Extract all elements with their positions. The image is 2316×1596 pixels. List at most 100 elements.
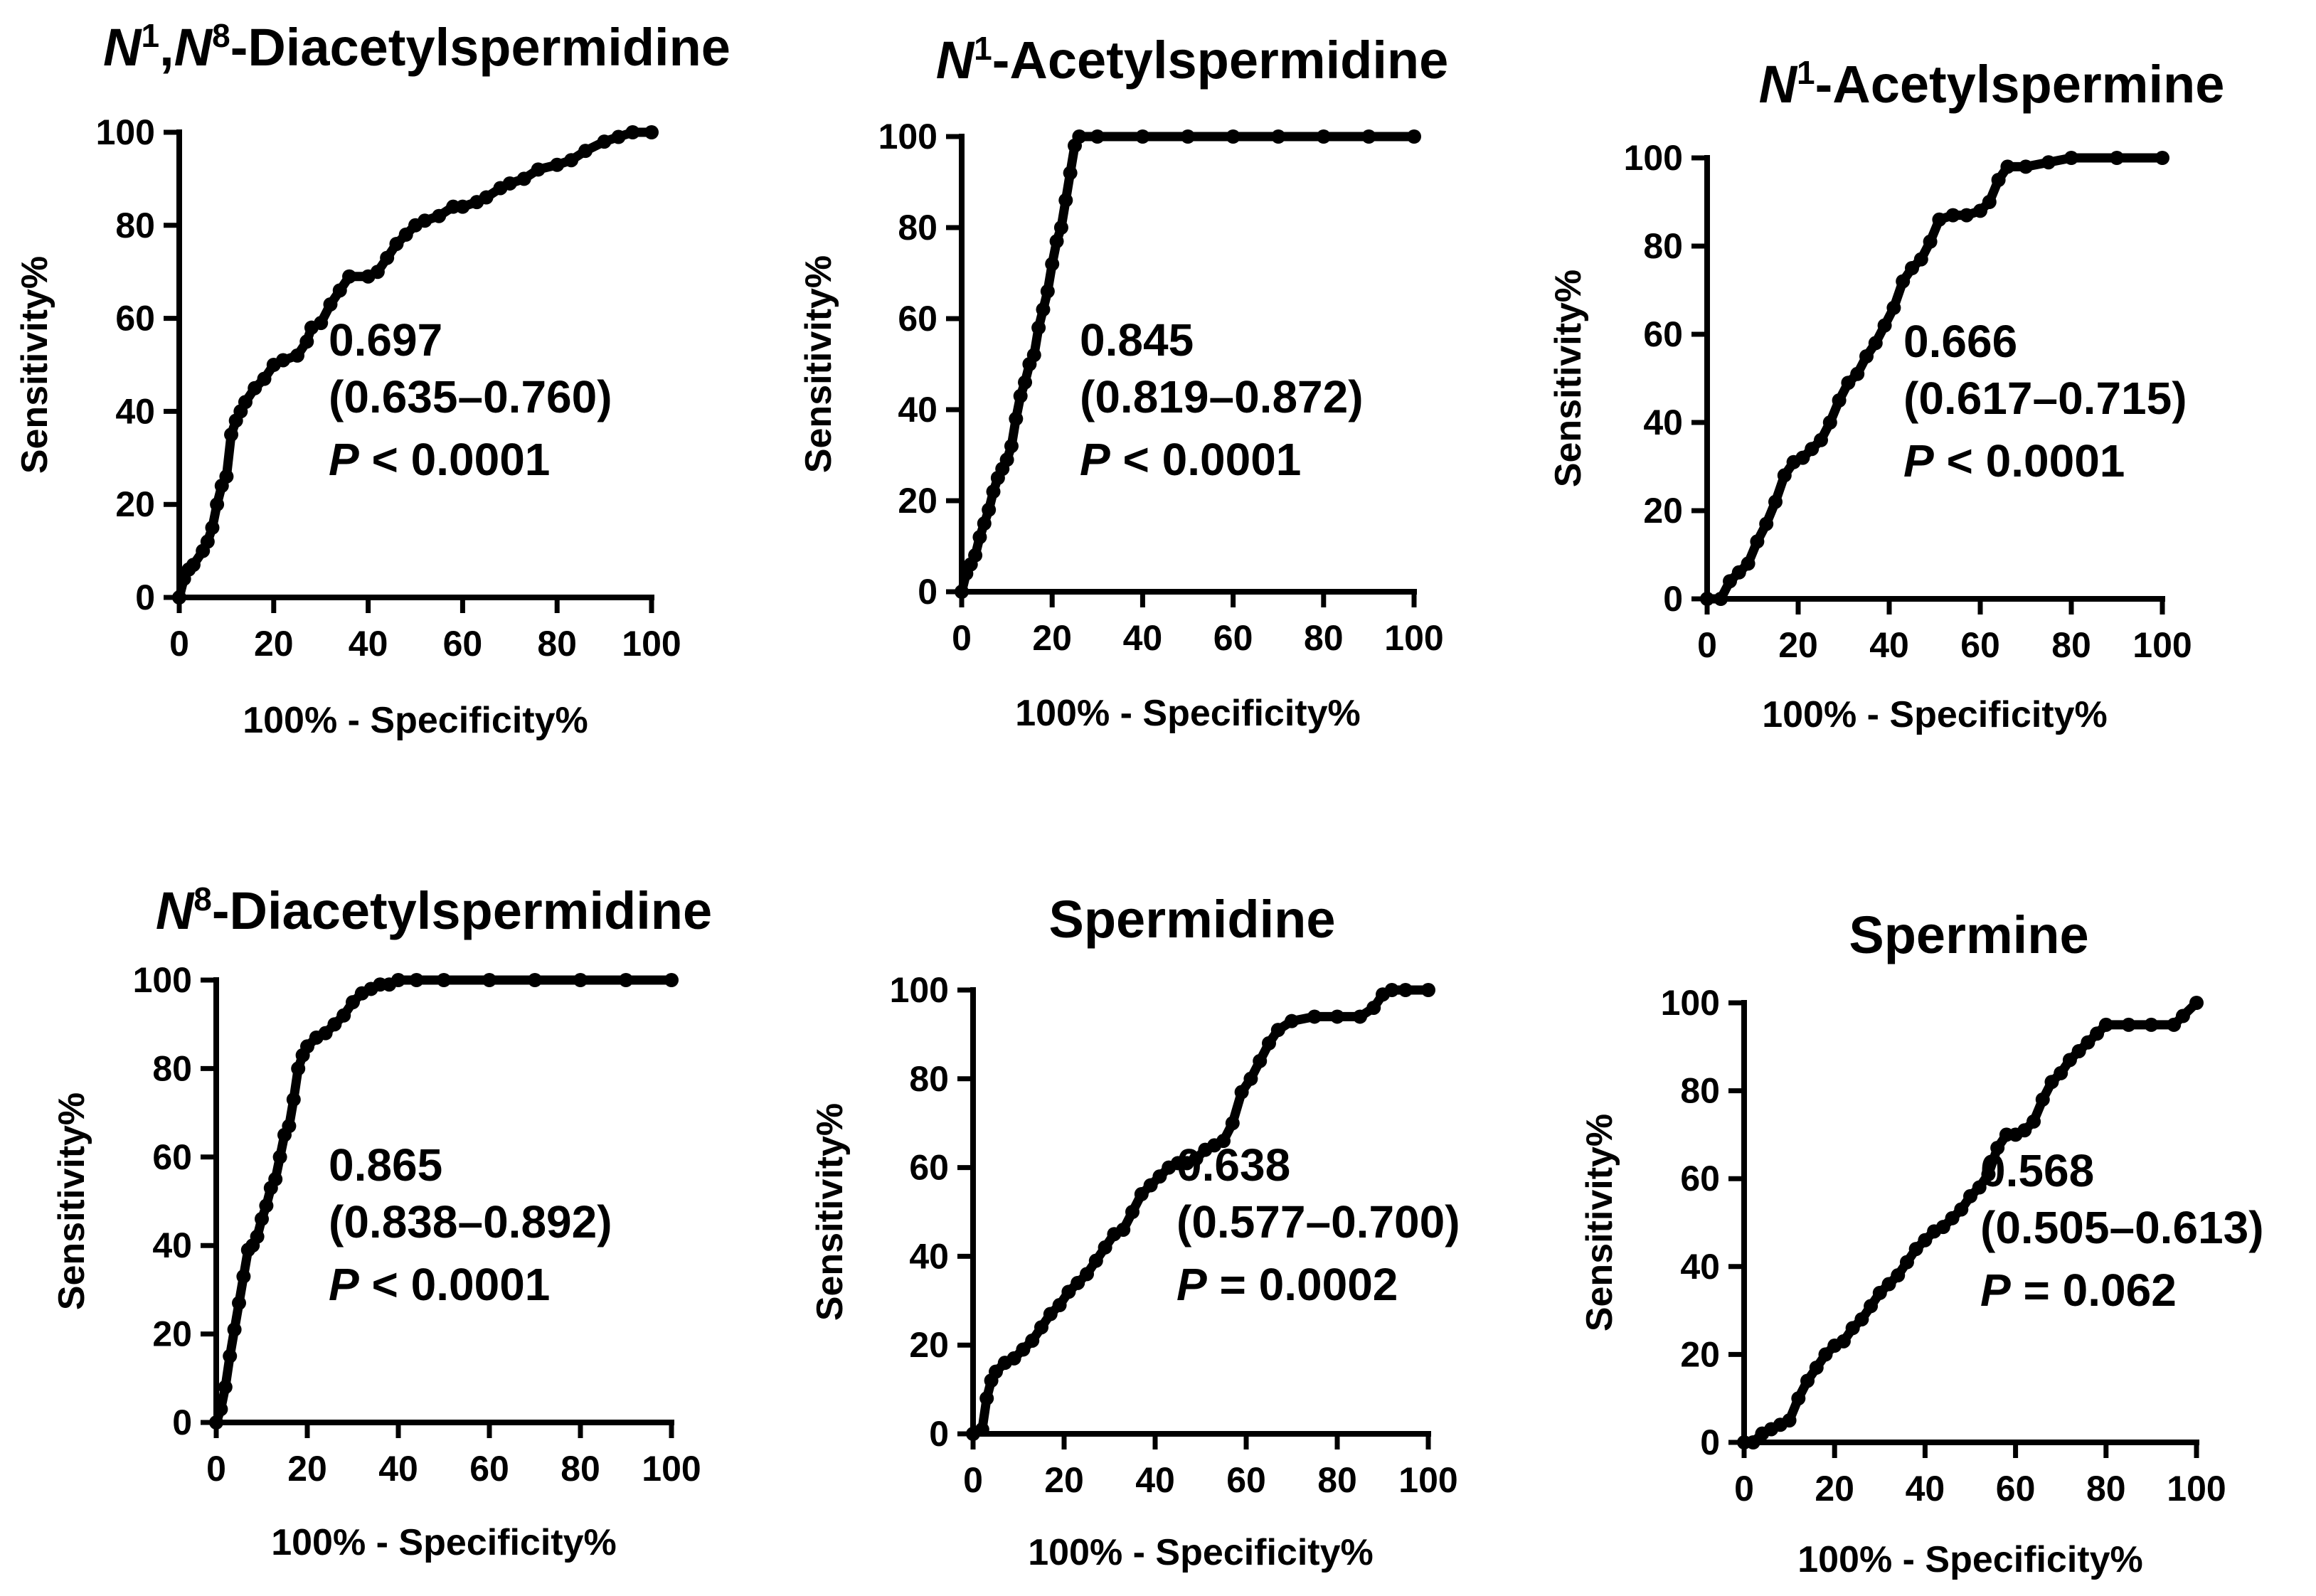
roc-point <box>1189 1151 1204 1166</box>
roc-point <box>625 125 640 139</box>
roc-point <box>323 297 338 312</box>
y-tick-label: 0 <box>172 1403 192 1442</box>
roc-point <box>482 973 496 987</box>
p-value: P = 0.0002 <box>1176 1259 1398 1310</box>
roc-point <box>1040 284 1055 299</box>
roc-point <box>1945 1211 1960 1225</box>
roc-point <box>2044 1075 2059 1090</box>
roc-point <box>300 1039 314 1054</box>
title-part: 1 <box>141 17 159 54</box>
roc-point <box>1135 129 1150 144</box>
roc-point <box>968 548 983 563</box>
y-tick-label: 20 <box>1680 1334 1720 1374</box>
roc-point <box>1034 1320 1048 1335</box>
roc-point <box>1777 468 1792 483</box>
roc-point <box>1896 274 1911 289</box>
roc-point <box>1398 983 1413 997</box>
roc-point <box>1877 318 1892 333</box>
roc-point <box>1061 1284 1076 1299</box>
roc-point <box>455 199 470 214</box>
y-tick-label: 60 <box>1643 314 1683 354</box>
roc-point <box>1795 450 1810 465</box>
roc-point <box>1814 432 1828 447</box>
roc-point <box>1972 1180 1987 1195</box>
roc-point <box>1954 1202 1969 1217</box>
roc-panel-5: Spermidine 0 20 40 60 80 100 0 20 40 60 80 100 100% -… <box>809 890 1460 1573</box>
y-tick-label: 40 <box>898 390 937 430</box>
roc-point <box>2189 996 2204 1010</box>
roc-point <box>1850 366 1865 381</box>
roc-point <box>1225 1116 1240 1131</box>
roc-point <box>380 250 395 265</box>
roc-point <box>1935 1220 1950 1235</box>
roc-point <box>1353 1009 1367 1024</box>
x-tick-label: 80 <box>2051 625 2091 665</box>
roc-point <box>223 1348 238 1363</box>
title-part: N <box>936 31 975 90</box>
x-axis-title: 100% - Specificity% <box>1762 694 2108 735</box>
auc-confidence-interval: (0.838–0.892) <box>329 1196 612 1247</box>
y-tick-label: 100 <box>1624 138 1683 178</box>
title-part: -Acetylspermidine <box>992 31 1449 90</box>
roc-point <box>1307 1009 1322 1024</box>
roc-point <box>1226 129 1241 144</box>
p-label: P <box>1176 1259 1207 1310</box>
x-tick-label: 80 <box>537 624 577 664</box>
chart-title: N1-Acetylspermidine <box>936 30 1449 90</box>
chart-title: N1,N8-Diacetylspermidine <box>103 17 731 77</box>
y-axis-title: Sensitivity% <box>1579 1114 1620 1331</box>
roc-point <box>1990 1140 2005 1155</box>
roc-point <box>550 157 565 172</box>
x-tick-label: 60 <box>1213 618 1253 658</box>
roc-point <box>2054 1065 2068 1080</box>
y-tick-label: 0 <box>1700 1422 1720 1462</box>
roc-point <box>1013 388 1028 403</box>
roc-point <box>1805 442 1820 457</box>
roc-point <box>1854 1312 1869 1326</box>
roc-point <box>1090 129 1105 144</box>
roc-point <box>1181 129 1195 144</box>
roc-point <box>342 269 357 284</box>
roc-point <box>314 316 329 331</box>
roc-point <box>1098 1240 1112 1255</box>
x-tick-label: 100 <box>1398 1460 1457 1500</box>
roc-point <box>1025 1333 1040 1348</box>
roc-point <box>502 176 517 191</box>
title-part: Spermine <box>1849 905 2088 964</box>
y-tick-label: 60 <box>898 299 937 339</box>
title-part: 8 <box>193 881 212 917</box>
roc-point <box>2121 1017 2136 1032</box>
roc-point <box>1330 1009 1344 1024</box>
roc-point <box>516 171 531 186</box>
p-value: P < 0.0001 <box>1080 434 1301 485</box>
roc-point <box>1143 1178 1158 1193</box>
roc-point <box>1234 1085 1249 1100</box>
roc-point <box>982 502 997 517</box>
x-tick-label: 80 <box>2086 1469 2126 1509</box>
roc-point <box>1832 393 1847 408</box>
x-tick-label: 0 <box>206 1449 226 1489</box>
roc-point <box>213 1402 228 1417</box>
p-value-number: < 0.0001 <box>359 1259 551 1310</box>
y-tick-label: 100 <box>890 970 949 1010</box>
roc-point <box>1053 220 1068 235</box>
roc-point <box>1746 1435 1760 1449</box>
roc-point <box>1080 1267 1094 1282</box>
y-axis-title: Sensitivity% <box>1548 270 1589 487</box>
y-axis-title: Sensitivity% <box>798 255 839 473</box>
roc-point <box>2071 1043 2086 1058</box>
roc-point <box>619 973 633 987</box>
roc-point <box>1750 534 1765 549</box>
y-tick-label: 20 <box>909 1325 949 1365</box>
y-tick-label: 80 <box>898 208 937 248</box>
roc-point <box>1407 129 1421 144</box>
x-tick-label: 100 <box>2167 1469 2226 1509</box>
roc-point <box>209 1415 223 1430</box>
auc-value: 0.865 <box>329 1139 442 1191</box>
roc-point <box>259 1198 274 1213</box>
y-tick-label: 0 <box>929 1414 949 1454</box>
roc-point <box>986 484 1001 499</box>
p-value-number: = 0.062 <box>2011 1265 2177 1316</box>
x-tick-label: 0 <box>1734 1469 1754 1509</box>
roc-point <box>290 348 304 363</box>
